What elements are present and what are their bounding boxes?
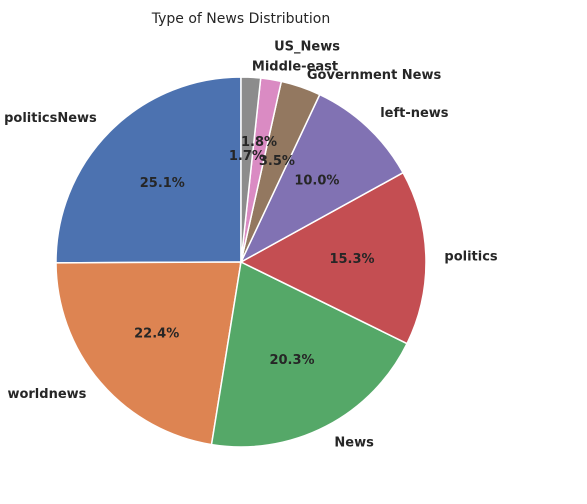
pie-slice-worldnews [55,261,242,446]
pie-category-label: US_News [274,40,340,55]
pie-category-label: left-news [380,106,449,121]
pie-slice-politicsnews [55,76,242,264]
pie-percent-label: 22.4% [134,327,179,342]
pie-slice-news [210,260,409,448]
chart-title: Type of News Distribution [151,11,331,27]
pie-percent-label: 15.3% [329,252,374,267]
pie-percent-label: 20.3% [269,353,314,368]
pie-slice-politics [239,171,427,345]
pie-category-label: politics [444,250,498,265]
pie-percent-label: 10.0% [294,174,339,189]
pie-slice-left-news [239,93,405,264]
pie-percent-label: 1.7% [229,149,265,164]
pie-category-label: worldnews [7,387,86,402]
pie-slice-middle-east [240,76,262,263]
pie-percent-label: 3.5% [259,154,295,169]
pie-category-label: Government News [307,68,442,83]
pie-category-label: Middle-east [252,60,338,75]
pie-labels: 25.1% 22.4% 20.3% 15.3% 10.0% 3.5% 1.8%1.7% pol… [4,40,498,451]
pie-percent-label: 25.1% [140,176,185,191]
pie-category-label: politicsNews [4,111,97,126]
pie-category-label: News [334,435,374,450]
pie-percent-label: 1.8% [241,135,277,150]
pie-slices [55,76,427,448]
